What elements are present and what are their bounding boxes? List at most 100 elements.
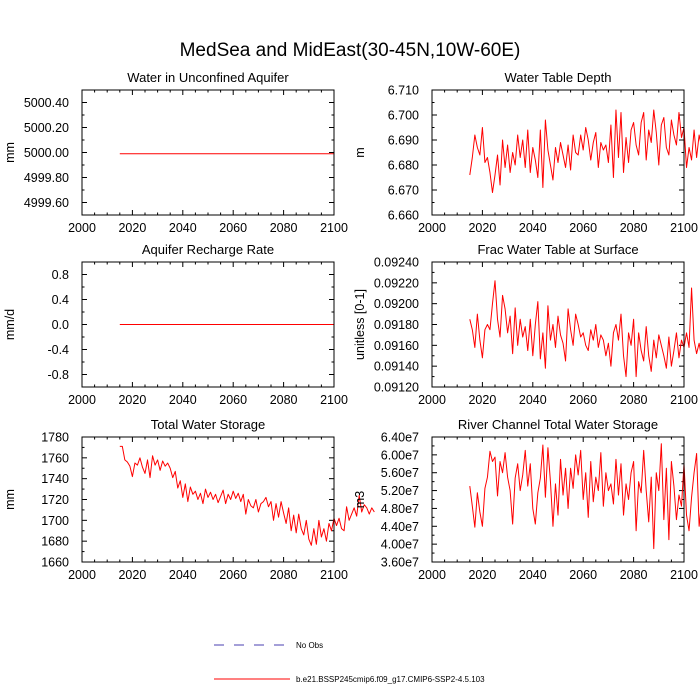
x-tick-label: 2040 (519, 393, 547, 407)
panel-title: Water in Unconfined Aquifer (127, 70, 289, 85)
plot-frame (81, 89, 335, 216)
panel-3: Aquifer Recharge Rate 2000 2020 2040 2060 208… (3, 242, 348, 407)
plot-frame (81, 261, 335, 388)
x-tick-label: 2040 (169, 221, 197, 235)
x-tick-label: 2040 (519, 568, 547, 582)
y-axis-label: mm (3, 142, 17, 163)
y-tick-label: 4999.60 (24, 196, 69, 210)
panels: Water in Unconfined Aquifer 2000 2020 2040 2… (3, 70, 700, 582)
x-tick-label: 2080 (620, 568, 648, 582)
legend-label: No Obs (296, 641, 323, 650)
y-tick-label: 0.0 (52, 318, 69, 332)
x-tick-label: 2040 (519, 221, 547, 235)
y-tick-label: 0.09140 (374, 360, 419, 374)
x-tick-label: 2020 (468, 568, 496, 582)
y-tick-label: 0.09220 (374, 276, 419, 290)
x-tick-label: 2020 (118, 568, 146, 582)
legend-item-2: b.e21.BSSP245cmip6.f09_g17.CMIP6-SSP2-4.… (214, 675, 485, 684)
y-tick-label: 5000.00 (24, 146, 69, 160)
y-tick-label: 1700 (41, 514, 69, 528)
y-tick-label: 5.60e7 (381, 466, 419, 480)
y-tick-label: 4.40e7 (381, 520, 419, 534)
y-tick-label: 1760 (41, 451, 69, 465)
x-tick-label: 2020 (118, 221, 146, 235)
y-tick-label: 4.00e7 (381, 538, 419, 552)
y-axis-label: unitless [0-1] (353, 289, 367, 360)
x-tick-label: 2000 (68, 221, 96, 235)
plot-frame (431, 261, 685, 388)
x-tick-label: 2060 (219, 568, 247, 582)
y-tick-label: 0.09200 (374, 297, 419, 311)
y-tick-label: 6.660 (388, 209, 419, 223)
x-tick-label: 2100 (670, 221, 698, 235)
y-axis-label: mm/d (3, 309, 17, 340)
y-tick-label: 6.00e7 (381, 448, 419, 462)
y-tick-label: 6.670 (388, 184, 419, 198)
panel-4: Frac Water Table at Surface 2000 2020 2040 2… (353, 242, 700, 407)
y-axis-label: mm (3, 489, 17, 510)
series-line-1 (469, 109, 700, 193)
x-tick-label: 2000 (418, 221, 446, 235)
x-tick-label: 2060 (219, 221, 247, 235)
x-tick-label: 2000 (68, 568, 96, 582)
x-tick-label: 2100 (320, 568, 348, 582)
x-tick-label: 2060 (569, 568, 597, 582)
panel-title: Aquifer Recharge Rate (142, 242, 274, 257)
y-tick-label: 6.40e7 (381, 431, 419, 445)
series-line-1 (469, 280, 700, 378)
y-tick-label: 4999.80 (24, 171, 69, 185)
y-tick-label: 0.09240 (374, 256, 419, 270)
x-tick-label: 2100 (670, 568, 698, 582)
y-tick-label: 6.680 (388, 159, 419, 173)
series-line-1 (469, 443, 700, 550)
panel-title: Water Table Depth (505, 70, 612, 85)
x-tick-label: 2100 (320, 221, 348, 235)
x-tick-label: 2080 (270, 393, 298, 407)
y-tick-label: 4.80e7 (381, 502, 419, 516)
x-tick-label: 2000 (68, 393, 96, 407)
x-tick-label: 2020 (468, 393, 496, 407)
x-tick-label: 2080 (270, 221, 298, 235)
x-tick-label: 2080 (620, 393, 648, 407)
y-tick-label: -0.8 (47, 368, 69, 382)
x-tick-label: 2020 (118, 393, 146, 407)
y-tick-label: 0.09180 (374, 318, 419, 332)
y-tick-label: 6.690 (388, 134, 419, 148)
y-tick-label: 0.4 (52, 293, 69, 307)
y-tick-label: 6.700 (388, 109, 419, 123)
y-tick-label: 5000.20 (24, 121, 69, 135)
y-axis-label: m3 (353, 491, 367, 508)
y-tick-label: 0.8 (52, 268, 69, 282)
plot-frame (431, 89, 685, 216)
legend-item-1: No Obs (214, 641, 323, 650)
x-tick-label: 2000 (418, 393, 446, 407)
y-tick-label: 3.60e7 (381, 556, 419, 570)
x-tick-label: 2080 (270, 568, 298, 582)
panel-1: Water in Unconfined Aquifer 2000 2020 2040 2… (3, 70, 348, 235)
x-tick-label: 2040 (169, 393, 197, 407)
x-tick-label: 2020 (468, 221, 496, 235)
y-tick-label: 5000.40 (24, 96, 69, 110)
figure-title: MedSea and MidEast(30-45N,10W-60E) (180, 40, 521, 61)
y-tick-label: 1740 (41, 472, 69, 486)
legend: No Obs b.e21.BSSP245cmip6.f09_g17.CMIP6-S… (214, 641, 485, 684)
x-tick-label: 2080 (620, 221, 648, 235)
y-tick-label: 1680 (41, 535, 69, 549)
plot-frame (81, 436, 335, 563)
x-tick-label: 2060 (219, 393, 247, 407)
x-tick-label: 2060 (569, 393, 597, 407)
y-tick-label: 6.710 (388, 84, 419, 98)
y-tick-label: 1780 (41, 431, 69, 445)
panel-title: River Channel Total Water Storage (458, 417, 658, 432)
x-tick-label: 2040 (169, 568, 197, 582)
panel-title: Total Water Storage (151, 417, 265, 432)
y-tick-label: -0.4 (47, 343, 69, 357)
x-tick-label: 2060 (569, 221, 597, 235)
panel-title: Frac Water Table at Surface (477, 242, 638, 257)
legend-label: b.e21.BSSP245cmip6.f09_g17.CMIP6-SSP2-4.… (296, 675, 485, 684)
panel-5: Total Water Storage 2000 2020 2040 2060 2080 2… (3, 417, 375, 582)
y-axis-label: m (353, 147, 367, 157)
x-tick-label: 2100 (320, 393, 348, 407)
